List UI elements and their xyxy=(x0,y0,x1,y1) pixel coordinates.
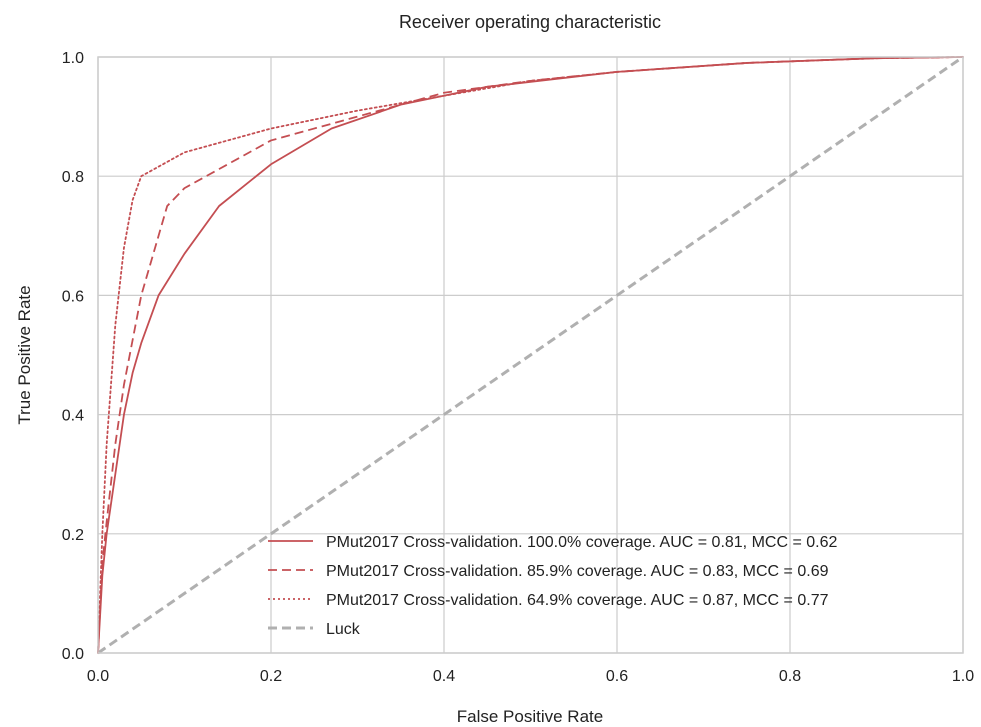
x-tick-label: 0.8 xyxy=(779,668,801,685)
x-tick-label: 1.0 xyxy=(952,668,974,685)
x-tick-label: 0.2 xyxy=(260,668,282,685)
y-tick-label: 0.0 xyxy=(62,646,84,663)
y-axis-label: True Positive Rate xyxy=(15,285,34,424)
y-tick-label: 0.4 xyxy=(62,408,84,425)
plot-frame xyxy=(97,56,964,654)
legend-label-2: PMut2017 Cross-validation. 85.9% coverag… xyxy=(326,563,829,580)
legend-label-4: Luck xyxy=(326,621,361,638)
x-tick-label: 0.6 xyxy=(606,668,628,685)
x-tick-label: 0.4 xyxy=(433,668,455,685)
x-tick-label: 0.0 xyxy=(87,668,109,685)
y-tick-label: 0.2 xyxy=(62,527,84,544)
series-line-3 xyxy=(97,56,964,654)
legend-label-1: PMut2017 Cross-validation. 100.0% covera… xyxy=(326,534,837,551)
y-tick-label: 0.8 xyxy=(62,169,84,186)
series-line-2 xyxy=(97,56,964,654)
y-tick-label: 1.0 xyxy=(62,50,84,67)
series-lines xyxy=(97,55,964,655)
x-axis-label: False Positive Rate xyxy=(457,707,603,726)
chart-title: Receiver operating characteristic xyxy=(399,12,661,32)
legend-label-3: PMut2017 Cross-validation. 64.9% coverag… xyxy=(326,592,829,609)
tick-labels: 0.0 0.2 0.4 0.6 0.8 1.0 0.0 0.2 0.4 0.6 0.8 1.0 xyxy=(62,50,974,685)
y-tick-label: 0.6 xyxy=(62,288,84,305)
series-line-4 xyxy=(97,55,964,655)
legend: PMut2017 Cross-validation. 100.0% covera… xyxy=(268,534,837,638)
